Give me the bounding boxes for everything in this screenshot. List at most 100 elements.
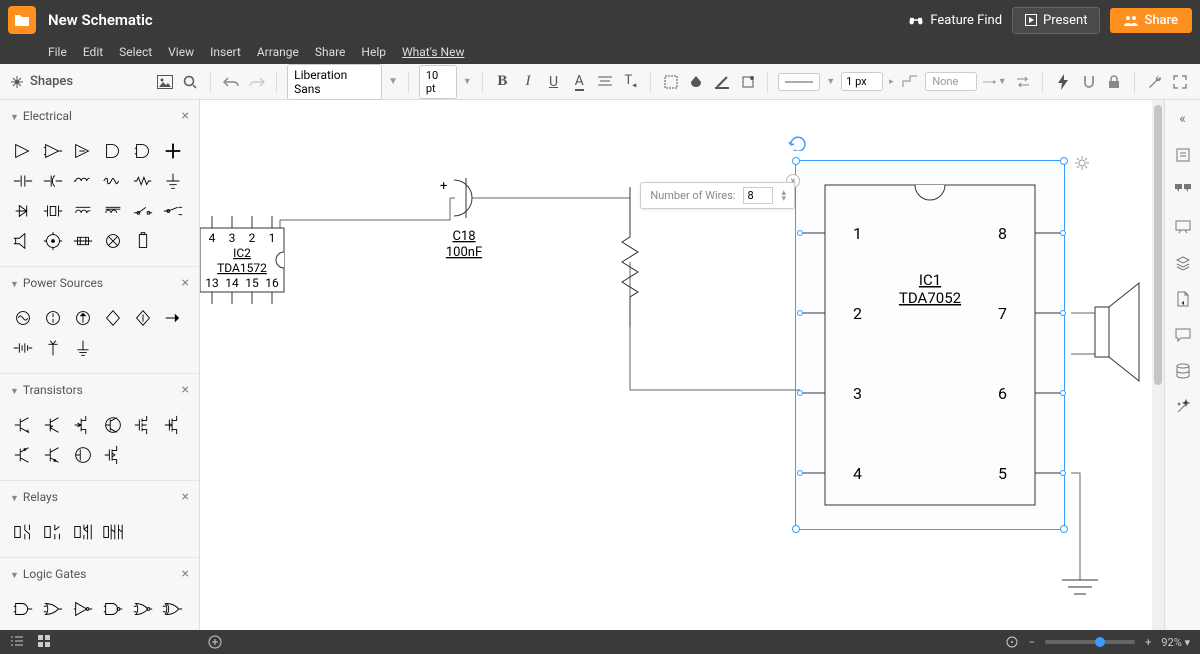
font-size-select[interactable]: 10 pt bbox=[419, 65, 457, 99]
target-icon[interactable] bbox=[1005, 635, 1019, 649]
shape-and2[interactable] bbox=[128, 136, 158, 166]
shape-inductor[interactable] bbox=[68, 166, 98, 196]
menu-insert[interactable]: Insert bbox=[210, 45, 241, 59]
stepper-icon[interactable]: ▴▾ bbox=[781, 190, 786, 202]
shape-battery[interactable] bbox=[128, 226, 158, 256]
border-color-button[interactable] bbox=[712, 70, 732, 94]
chat-button[interactable] bbox=[1172, 324, 1194, 346]
section-transistors-header[interactable]: ▼Transistors× bbox=[0, 374, 199, 406]
zoom-slider[interactable] bbox=[1045, 640, 1135, 644]
shape-diode[interactable] bbox=[8, 196, 38, 226]
zoom-in-button[interactable]: + bbox=[1145, 636, 1151, 649]
rotate-handle-icon[interactable] bbox=[788, 133, 806, 151]
close-icon[interactable]: × bbox=[182, 275, 189, 291]
undo-button[interactable] bbox=[221, 70, 241, 94]
font-family-select[interactable]: Liberation Sans bbox=[287, 64, 382, 100]
text-color-button[interactable]: A bbox=[569, 70, 589, 94]
swap-ends-button[interactable] bbox=[1013, 70, 1033, 94]
shape-inductor2[interactable] bbox=[98, 166, 128, 196]
wrench-button[interactable] bbox=[1145, 70, 1165, 94]
shape-nand-gate[interactable] bbox=[98, 594, 128, 624]
close-icon[interactable]: × bbox=[182, 108, 189, 124]
shape-mosfet-n[interactable] bbox=[128, 410, 158, 440]
shape-dc-source[interactable] bbox=[38, 303, 68, 333]
shape-plus[interactable] bbox=[158, 136, 188, 166]
section-logic-header[interactable]: ▼Logic Gates× bbox=[0, 558, 199, 590]
shape-gnd[interactable] bbox=[68, 333, 98, 363]
shape-motor[interactable] bbox=[38, 226, 68, 256]
shape-t5[interactable] bbox=[98, 440, 128, 470]
action-button[interactable] bbox=[1053, 70, 1073, 94]
menu-edit[interactable]: Edit bbox=[83, 45, 103, 59]
comments-rail-button[interactable] bbox=[1172, 180, 1194, 202]
line-type-button[interactable] bbox=[900, 70, 920, 94]
magic-button[interactable] bbox=[1172, 396, 1194, 418]
shape-relay3[interactable] bbox=[68, 517, 98, 547]
shape-fuse[interactable] bbox=[68, 226, 98, 256]
shape-npn[interactable] bbox=[8, 410, 38, 440]
shapes-panel-toggle[interactable]: Shapes bbox=[10, 74, 73, 89]
selection-box[interactable] bbox=[795, 160, 1065, 530]
close-icon[interactable]: × bbox=[182, 489, 189, 505]
section-electrical-header[interactable]: ▼Electrical× bbox=[0, 100, 199, 132]
menu-share[interactable]: Share bbox=[315, 45, 346, 59]
shape-ctrl-source[interactable] bbox=[98, 303, 128, 333]
shape-coil[interactable] bbox=[68, 196, 98, 226]
layers-button[interactable] bbox=[1172, 252, 1194, 274]
menu-arrange[interactable]: Arrange bbox=[257, 45, 299, 59]
section-power-header[interactable]: ▼Power Sources× bbox=[0, 267, 199, 299]
shape-pnp[interactable] bbox=[38, 410, 68, 440]
menu-help[interactable]: Help bbox=[361, 45, 386, 59]
shape-switch2[interactable] bbox=[158, 196, 188, 226]
shape-or-gate[interactable] bbox=[38, 594, 68, 624]
shape-lamp[interactable] bbox=[98, 226, 128, 256]
data-button[interactable] bbox=[1172, 360, 1194, 382]
arrow-start-select[interactable]: None bbox=[925, 72, 976, 91]
arrow-end-select[interactable]: ▼ bbox=[983, 70, 1007, 94]
slides-button[interactable] bbox=[1172, 216, 1194, 238]
magnet-button[interactable] bbox=[1079, 70, 1099, 94]
feature-find-button[interactable]: Feature Find bbox=[908, 13, 1002, 28]
image-button[interactable] bbox=[155, 70, 175, 94]
search-button[interactable] bbox=[181, 70, 201, 94]
shape-amp2[interactable] bbox=[68, 136, 98, 166]
shape-ground[interactable] bbox=[158, 166, 188, 196]
shape-and-gate[interactable] bbox=[8, 594, 38, 624]
shape-not-gate[interactable] bbox=[68, 594, 98, 624]
shape-and[interactable] bbox=[98, 136, 128, 166]
shape-fill-button[interactable] bbox=[661, 70, 681, 94]
share-button[interactable]: Share bbox=[1110, 8, 1192, 33]
gear-handle-icon[interactable] bbox=[1074, 155, 1090, 171]
shape-t4[interactable] bbox=[68, 440, 98, 470]
shape-nor-gate[interactable] bbox=[128, 594, 158, 624]
menu-file[interactable]: File bbox=[48, 45, 67, 59]
add-page-icon[interactable] bbox=[208, 635, 222, 649]
shape-buffer[interactable] bbox=[8, 136, 38, 166]
close-icon[interactable]: × bbox=[182, 566, 189, 582]
shape-battery2[interactable] bbox=[8, 333, 38, 363]
menu-view[interactable]: View bbox=[168, 45, 194, 59]
shape-coil2[interactable] bbox=[98, 196, 128, 226]
shape-arrow-src[interactable] bbox=[158, 303, 188, 333]
shape-relay4[interactable] bbox=[98, 517, 128, 547]
notes-button[interactable] bbox=[1172, 144, 1194, 166]
doc-title[interactable]: New Schematic bbox=[48, 11, 153, 29]
section-relays-header[interactable]: ▼Relays× bbox=[0, 481, 199, 513]
align-button[interactable] bbox=[595, 70, 615, 94]
shape-switch[interactable] bbox=[128, 196, 158, 226]
zoom-out-button[interactable]: − bbox=[1029, 636, 1035, 649]
fullscreen-button[interactable] bbox=[1170, 70, 1190, 94]
shape-relay2[interactable] bbox=[38, 517, 68, 547]
redo-button[interactable] bbox=[247, 70, 267, 94]
canvas[interactable]: 4 3 2 1 13 14 15 16 IC2 TDA1572 + C18 10… bbox=[200, 100, 1164, 630]
shape-ac-source[interactable] bbox=[8, 303, 38, 333]
fill-color-button[interactable] bbox=[687, 70, 707, 94]
shape-ctrl-source2[interactable] bbox=[128, 303, 158, 333]
shape-relay1[interactable] bbox=[8, 517, 38, 547]
text-options-button[interactable]: T◂ bbox=[621, 70, 641, 94]
wires-input[interactable] bbox=[743, 187, 773, 204]
shape-mosfet-p[interactable] bbox=[158, 410, 188, 440]
zoom-level[interactable]: 92% ▾ bbox=[1161, 636, 1190, 649]
vertical-scrollbar[interactable] bbox=[1152, 100, 1164, 630]
collapse-rail-button[interactable]: « bbox=[1172, 108, 1194, 130]
